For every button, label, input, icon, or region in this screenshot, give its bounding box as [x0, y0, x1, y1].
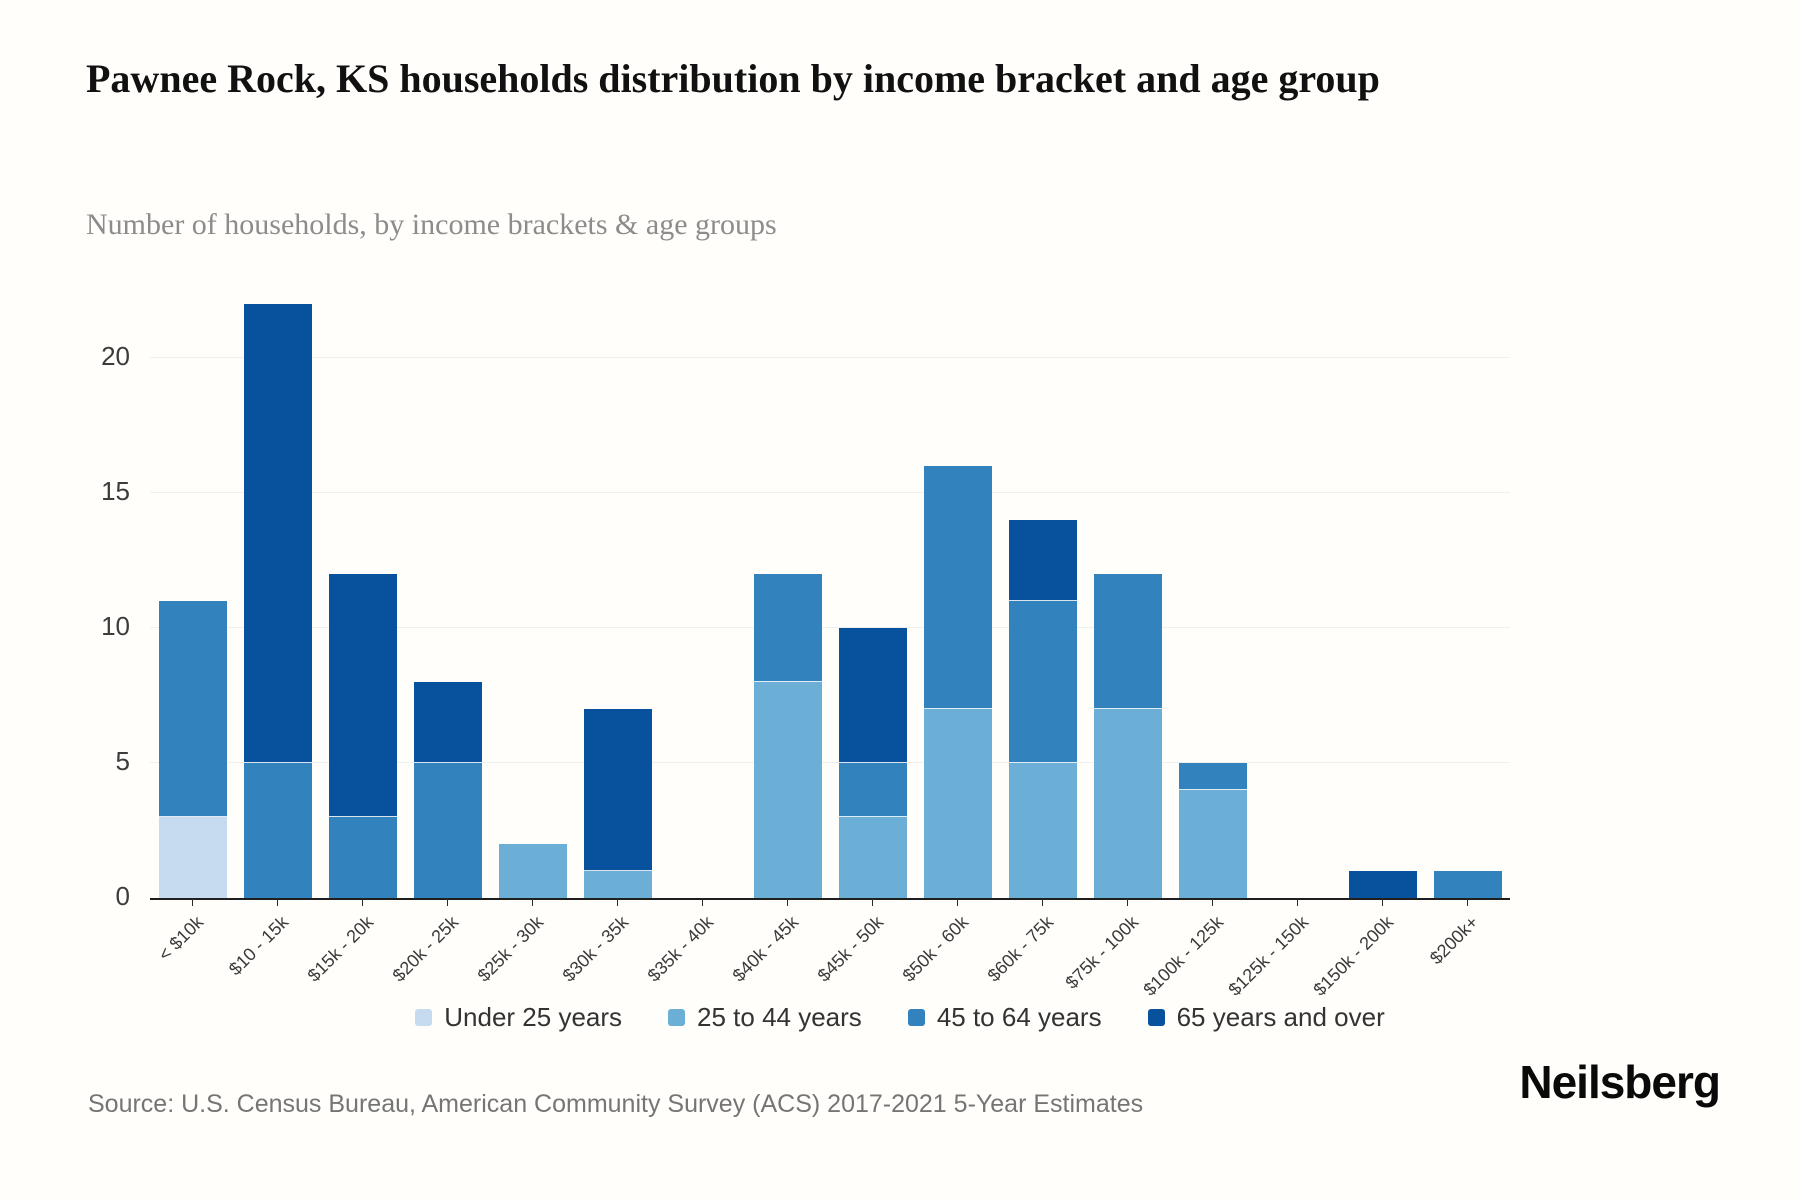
x-axis-label: $75k - 100k: [1060, 912, 1142, 993]
x-axis-label: $40k - 45k: [728, 912, 802, 986]
bar-segment[interactable]: [583, 871, 652, 898]
x-axis-tick: [447, 898, 448, 906]
bar-segment[interactable]: [1433, 871, 1502, 898]
bar-segment[interactable]: [753, 574, 822, 682]
x-axis-label: $35k - 40k: [643, 912, 717, 986]
plot-area: 0 5 10 15 20 < $10k $10 - 15k $15k - 20k $20k - …: [101, 280, 1510, 1000]
x-axis-label: $150k - 200k: [1308, 912, 1397, 1000]
brand-logo: Neilsberg: [1519, 1056, 1721, 1108]
bar-segment[interactable]: [1178, 790, 1247, 898]
bar-segment[interactable]: [838, 763, 907, 817]
bar-segment[interactable]: [413, 682, 482, 763]
bar-segment[interactable]: [1008, 520, 1077, 601]
bar-segment[interactable]: [838, 628, 907, 763]
legend: Under 25 years 25 to 44 years 45 to 64 yea…: [0, 1002, 1800, 1033]
y-axis-label: 10: [101, 611, 130, 641]
x-axis-tick: [1297, 898, 1298, 906]
x-axis-label: $15k - 20k: [303, 912, 377, 986]
legend-label: Under 25 years: [444, 1002, 623, 1032]
legend-swatch-icon: [1147, 1009, 1165, 1026]
bar-segment[interactable]: [1008, 763, 1077, 898]
x-axis-tick: [1212, 898, 1213, 906]
source-note: Source: U.S. Census Bureau, American Com…: [88, 1090, 1144, 1118]
bar-segment[interactable]: [1093, 709, 1162, 898]
bar-segment[interactable]: [1178, 763, 1247, 790]
gridline: [150, 627, 1510, 628]
x-axis-tick: [1042, 898, 1043, 906]
y-axis-label: 5: [115, 746, 130, 776]
bar-segment[interactable]: [158, 601, 227, 817]
bar-segment[interactable]: [1008, 601, 1077, 763]
chart-subtitle: Number of households, by income brackets…: [86, 208, 777, 241]
x-axis-label: $45k - 50k: [813, 912, 887, 986]
x-axis-tick: [957, 898, 958, 906]
bar-segment[interactable]: [243, 304, 312, 763]
legend-label: 45 to 64 years: [936, 1002, 1102, 1032]
bar-segment[interactable]: [838, 817, 907, 898]
bar-segment[interactable]: [1348, 871, 1417, 898]
x-axis-label: $10 - 15k: [224, 912, 292, 980]
bar-segment[interactable]: [243, 763, 312, 898]
x-axis-label: $30k - 35k: [558, 912, 632, 986]
x-axis-label: $25k - 30k: [473, 912, 547, 986]
bar-segment[interactable]: [923, 466, 992, 709]
x-axis-label: $60k - 75k: [983, 912, 1057, 986]
x-axis-label: $20k - 25k: [388, 912, 462, 986]
legend-item[interactable]: 45 to 64 years: [907, 1002, 1102, 1033]
bar-segment[interactable]: [328, 817, 397, 898]
x-axis-tick: [1467, 898, 1468, 906]
x-axis-tick: [192, 898, 193, 906]
x-axis-label: < $10k: [153, 912, 207, 965]
y-axis-label: 20: [101, 341, 130, 371]
legend-swatch-icon: [668, 1009, 686, 1026]
chart-title: Pawnee Rock, KS households distribution …: [86, 56, 1380, 101]
bar-segment[interactable]: [413, 763, 482, 898]
bar-segment[interactable]: [498, 844, 567, 898]
legend-item[interactable]: 25 to 44 years: [668, 1002, 862, 1033]
legend-item[interactable]: Under 25 years: [415, 1002, 622, 1033]
bar-segment[interactable]: [328, 574, 397, 817]
legend-swatch-icon: [907, 1009, 925, 1026]
legend-swatch-icon: [415, 1009, 433, 1026]
x-axis-tick: [617, 898, 618, 906]
bar-segment[interactable]: [753, 682, 822, 898]
x-axis-label: $200k+: [1425, 912, 1482, 969]
x-axis-label: $125k - 150k: [1223, 912, 1312, 1000]
gridline: [150, 762, 1510, 763]
bar-segment[interactable]: [583, 709, 652, 871]
legend-label: 25 to 44 years: [697, 1002, 862, 1032]
x-axis-tick: [872, 898, 873, 906]
bar-segment[interactable]: [158, 817, 227, 898]
x-axis-tick: [787, 898, 788, 906]
x-axis-tick: [532, 898, 533, 906]
x-axis-tick: [277, 898, 278, 906]
bar-segment[interactable]: [1093, 574, 1162, 709]
x-axis-tick: [702, 898, 703, 906]
y-axis-label: 0: [115, 881, 130, 911]
bar-segment[interactable]: [923, 709, 992, 898]
x-axis-tick: [1127, 898, 1128, 906]
y-axis-label: 15: [101, 476, 130, 506]
x-axis-tick: [1382, 898, 1383, 906]
legend-label: 65 years and over: [1176, 1002, 1385, 1032]
gridline: [150, 357, 1510, 358]
gridline: [150, 492, 1510, 493]
legend-item[interactable]: 65 years and over: [1147, 1002, 1385, 1033]
x-axis-label: $100k - 125k: [1138, 912, 1227, 1000]
x-axis-tick: [362, 898, 363, 906]
x-axis-label: $50k - 60k: [898, 912, 972, 986]
